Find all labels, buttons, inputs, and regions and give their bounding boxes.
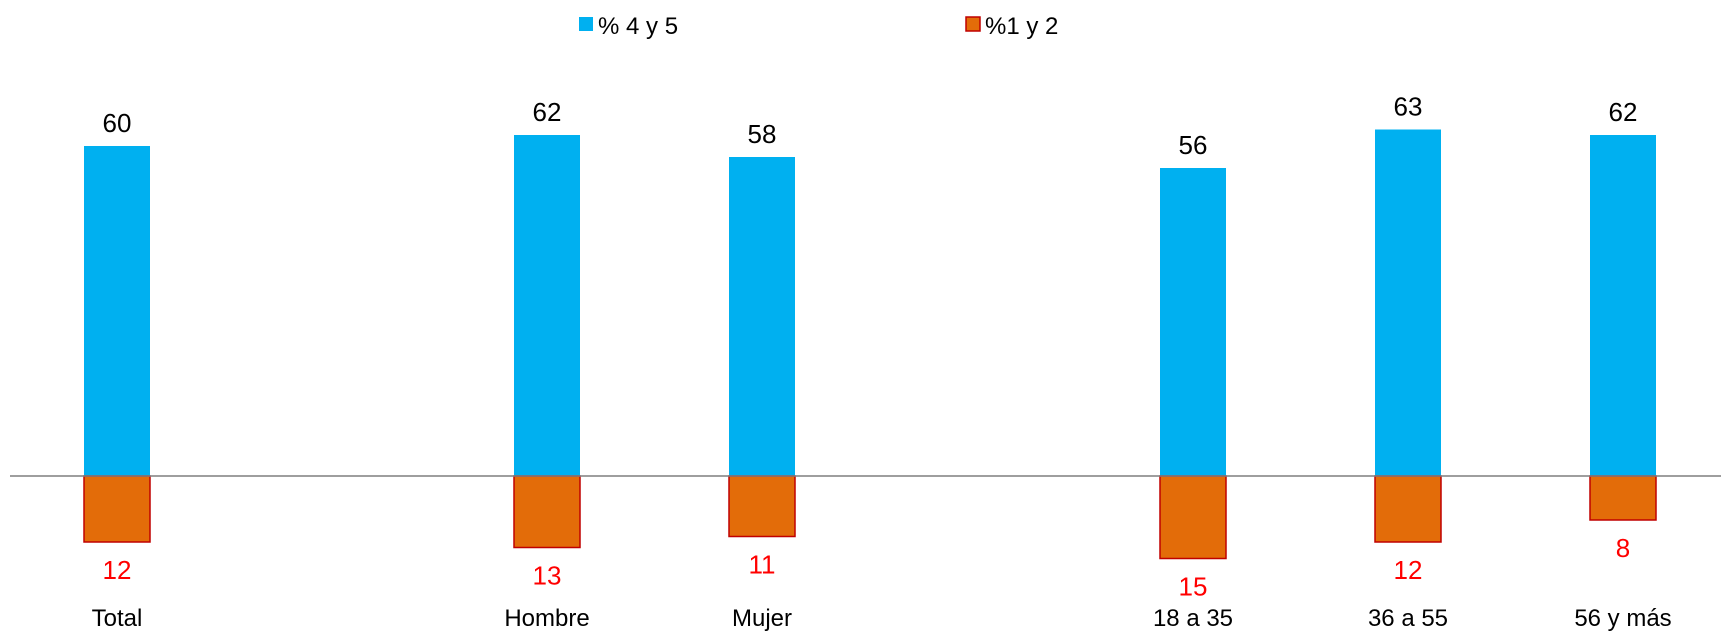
data-label-neg-5: 8 (1616, 533, 1630, 563)
bar-pos-1 (514, 135, 580, 476)
bar-neg-0 (83, 475, 151, 543)
bar-neg-4 (1374, 475, 1442, 543)
bar-pos-4 (1375, 129, 1441, 476)
bar-neg-5 (1589, 475, 1657, 521)
data-label-pos-5: 62 (1609, 97, 1638, 127)
category-label-2: Mujer (732, 605, 792, 632)
legend-label-0: % 4 y 5 (598, 13, 678, 40)
data-label-neg-1: 13 (533, 561, 562, 591)
data-label-pos-0: 60 (103, 108, 132, 138)
legend-label-1: %1 y 2 (985, 13, 1058, 40)
category-labels: Total Hombre Mujer 18 a 35 36 a 55 56 y más (92, 605, 1672, 632)
data-label-neg-2: 11 (749, 550, 776, 580)
data-label-neg-4: 12 (1394, 555, 1423, 585)
data-label-pos-4: 63 (1394, 92, 1423, 122)
category-label-4: 36 a 55 (1368, 605, 1448, 632)
bar-neg-3 (1159, 475, 1227, 560)
bars-positive-series (84, 129, 1656, 476)
bars-negative-series (83, 475, 1657, 560)
data-label-pos-1: 62 (533, 97, 562, 127)
data-label-pos-2: 58 (748, 119, 777, 149)
bar-pos-0 (84, 146, 150, 476)
category-label-1: Hombre (504, 605, 589, 632)
data-label-neg-3: 15 (1179, 572, 1208, 602)
bar-pos-2 (729, 157, 795, 476)
bar-neg-2 (728, 475, 796, 538)
data-label-neg-0: 12 (103, 555, 132, 585)
data-label-pos-3: 56 (1179, 130, 1208, 160)
legend-swatch-0 (579, 17, 593, 31)
data-labels: 60 12 62 13 58 11 56 15 63 12 62 8 (103, 92, 1638, 602)
bar-pos-5 (1590, 135, 1656, 476)
bar-pos-3 (1160, 168, 1226, 476)
legend: % 4 y 5 %1 y 2 (579, 13, 1058, 40)
bar-neg-1 (513, 475, 581, 549)
legend-swatch-1 (965, 16, 981, 32)
category-label-3: 18 a 35 (1153, 605, 1233, 632)
category-label-5: 56 y más (1574, 605, 1671, 632)
category-label-0: Total (92, 605, 143, 632)
